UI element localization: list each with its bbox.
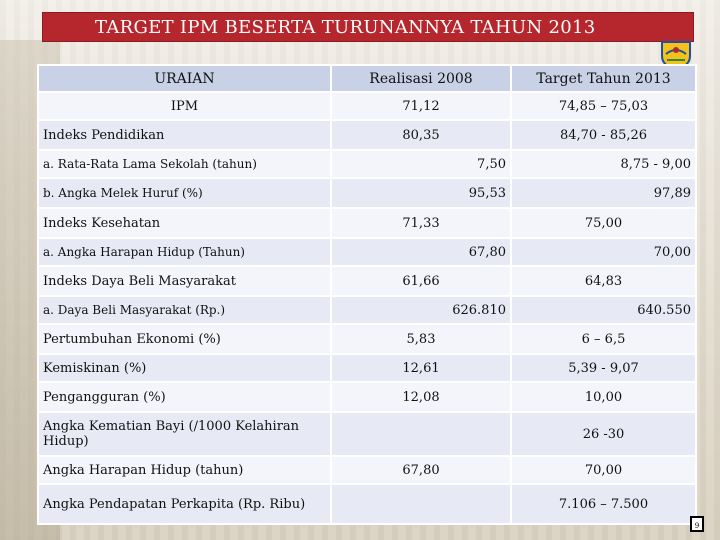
header-uraian: URAIAN <box>37 64 332 93</box>
slide-title: TARGET IPM BESERTA TURUNANNYA TAHUN 2013 <box>42 12 694 42</box>
table-row: Indeks Daya Beli Masyarakat 61,66 64,83 <box>37 265 697 297</box>
table-row: a. Daya Beli Masyarakat (Rp.) 626.810 64… <box>37 295 697 325</box>
row-target: 75,00 <box>510 207 697 239</box>
row-label: b. Angka Melek Huruf (%) <box>37 177 332 209</box>
row-target: 6 – 6,5 <box>510 323 697 355</box>
table-row: b. Angka Melek Huruf (%) 95,53 97,89 <box>37 177 697 209</box>
table-row: a. Rata-Rata Lama Sekolah (tahun) 7,50 8… <box>37 149 697 179</box>
header-target-2013: Target Tahun 2013 <box>510 64 697 93</box>
row-target: 70,00 <box>510 237 697 267</box>
row-realisasi: 71,33 <box>330 207 512 239</box>
row-label: IPM <box>37 91 332 121</box>
row-realisasi: 67,80 <box>330 455 512 485</box>
row-target: 74,85 – 75,03 <box>510 91 697 121</box>
row-target: 26 -30 <box>510 411 697 457</box>
row-target: 7.106 – 7.500 <box>510 483 697 525</box>
row-label: a. Angka Harapan Hidup (Tahun) <box>37 237 332 267</box>
table-row: Indeks Kesehatan 71,33 75,00 <box>37 207 697 239</box>
row-target: 84,70 - 85,26 <box>510 119 697 151</box>
row-realisasi: 67,80 <box>330 237 512 267</box>
row-target: 640.550 <box>510 295 697 325</box>
table-row: Pengangguran (%) 12,08 10,00 <box>37 381 697 413</box>
row-label: Indeks Pendidikan <box>37 119 332 151</box>
table-row: a. Angka Harapan Hidup (Tahun) 67,80 70,… <box>37 237 697 267</box>
row-target: 70,00 <box>510 455 697 485</box>
row-realisasi: 61,66 <box>330 265 512 297</box>
row-realisasi: 71,12 <box>330 91 512 121</box>
row-realisasi: 7,50 <box>330 149 512 179</box>
row-realisasi: 5,83 <box>330 323 512 355</box>
row-label: Angka Harapan Hidup (tahun) <box>37 455 332 485</box>
row-label: Indeks Daya Beli Masyarakat <box>37 265 332 297</box>
table-row: Kemiskinan (%) 12,61 5,39 - 9,07 <box>37 353 697 383</box>
row-target: 64,83 <box>510 265 697 297</box>
row-label: Pengangguran (%) <box>37 381 332 413</box>
row-label: a. Rata-Rata Lama Sekolah (tahun) <box>37 149 332 179</box>
row-realisasi: 12,61 <box>330 353 512 383</box>
row-label: Pertumbuhan Ekonomi (%) <box>37 323 332 355</box>
row-label: Angka Kematian Bayi (/1000 Kelahiran Hid… <box>37 411 332 457</box>
header-realisasi-2008: Realisasi 2008 <box>330 64 512 93</box>
row-realisasi: 12,08 <box>330 381 512 413</box>
row-label: Angka Pendapatan Perkapita (Rp. Ribu) <box>37 483 332 525</box>
page-number: 9 <box>690 516 704 532</box>
row-realisasi: 80,35 <box>330 119 512 151</box>
row-realisasi: 95,53 <box>330 177 512 209</box>
row-target: 97,89 <box>510 177 697 209</box>
table-row: Pertumbuhan Ekonomi (%) 5,83 6 – 6,5 <box>37 323 697 355</box>
table-row: Angka Harapan Hidup (tahun) 67,80 70,00 <box>37 455 697 485</box>
row-realisasi <box>330 411 512 457</box>
ipm-target-table: URAIAN Realisasi 2008 Target Tahun 2013 … <box>37 64 697 525</box>
row-realisasi: 626.810 <box>330 295 512 325</box>
row-target: 8,75 - 9,00 <box>510 149 697 179</box>
row-label: a. Daya Beli Masyarakat (Rp.) <box>37 295 332 325</box>
row-label: Kemiskinan (%) <box>37 353 332 383</box>
row-realisasi <box>330 483 512 525</box>
table-row: Angka Pendapatan Perkapita (Rp. Ribu) 7.… <box>37 483 697 525</box>
province-emblem-icon <box>661 41 691 70</box>
row-target: 5,39 - 9,07 <box>510 353 697 383</box>
table-row: IPM 71,12 74,85 – 75,03 <box>37 91 697 121</box>
table-row: Angka Kematian Bayi (/1000 Kelahiran Hid… <box>37 411 697 457</box>
table-row: Indeks Pendidikan 80,35 84,70 - 85,26 <box>37 119 697 151</box>
row-label: Indeks Kesehatan <box>37 207 332 239</box>
row-target: 10,00 <box>510 381 697 413</box>
table-header-row: URAIAN Realisasi 2008 Target Tahun 2013 <box>37 64 697 93</box>
